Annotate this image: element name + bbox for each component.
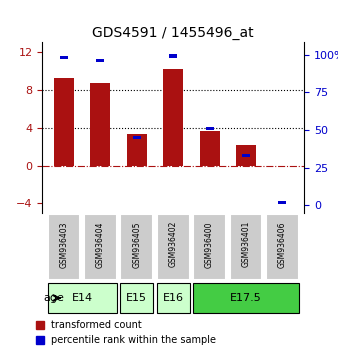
Text: E16: E16 bbox=[163, 293, 184, 303]
Text: E17.5: E17.5 bbox=[230, 293, 262, 303]
Bar bbox=[200, 131, 220, 166]
Legend: transformed count, percentile rank within the sample: transformed count, percentile rank withi… bbox=[32, 316, 220, 349]
Bar bbox=[266, 214, 299, 280]
Bar bbox=[120, 283, 153, 313]
Text: E15: E15 bbox=[126, 293, 147, 303]
Bar bbox=[120, 214, 153, 280]
Text: age: age bbox=[43, 293, 64, 303]
Bar bbox=[236, 145, 256, 166]
Bar bbox=[157, 214, 190, 280]
Bar bbox=[193, 214, 226, 280]
Bar bbox=[48, 214, 80, 280]
Text: GSM936404: GSM936404 bbox=[96, 221, 105, 268]
Bar bbox=[206, 127, 214, 130]
Bar bbox=[193, 283, 299, 313]
Text: GSM936400: GSM936400 bbox=[205, 221, 214, 268]
Bar bbox=[48, 283, 117, 313]
Bar bbox=[279, 201, 286, 204]
Bar bbox=[157, 283, 190, 313]
Bar bbox=[54, 79, 74, 166]
Bar bbox=[84, 214, 117, 280]
Bar bbox=[242, 154, 250, 157]
Bar bbox=[133, 136, 141, 139]
Bar bbox=[127, 134, 147, 166]
Text: GSM936405: GSM936405 bbox=[132, 221, 141, 268]
Bar bbox=[169, 55, 177, 58]
Text: E14: E14 bbox=[72, 293, 93, 303]
Text: GSM936406: GSM936406 bbox=[278, 221, 287, 268]
Bar bbox=[96, 59, 104, 62]
Bar bbox=[230, 214, 262, 280]
Title: GDS4591 / 1455496_at: GDS4591 / 1455496_at bbox=[92, 26, 254, 40]
Text: GSM936402: GSM936402 bbox=[169, 221, 178, 267]
Bar bbox=[60, 56, 68, 59]
Text: GSM936403: GSM936403 bbox=[59, 221, 69, 268]
Text: GSM936401: GSM936401 bbox=[241, 221, 250, 267]
Bar bbox=[163, 69, 183, 166]
Bar bbox=[91, 83, 111, 166]
